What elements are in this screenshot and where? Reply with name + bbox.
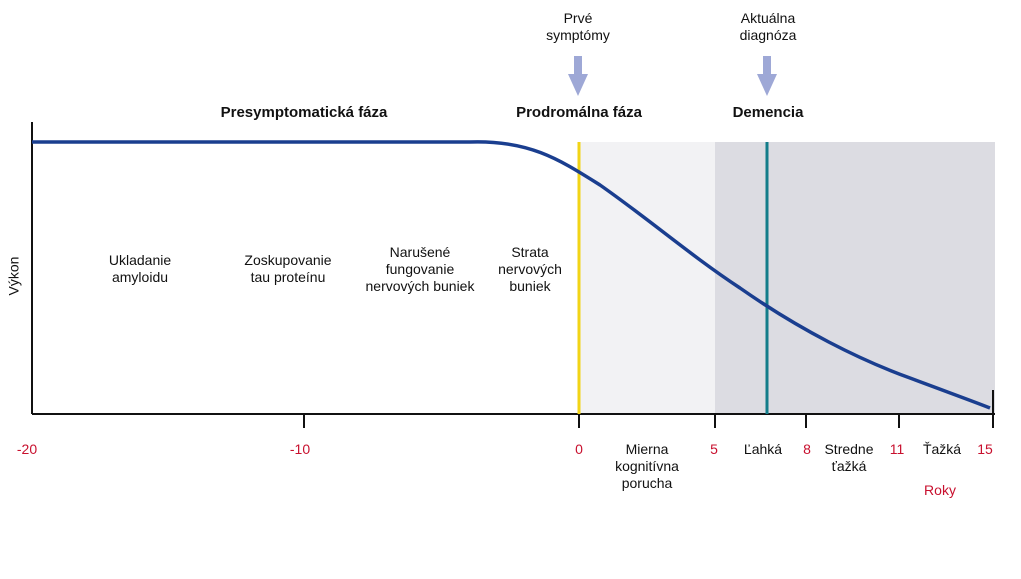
- phase-prodromal: Prodromálna fáza: [516, 104, 642, 121]
- tick-label-8: 8: [803, 441, 811, 457]
- tick-label-minus10: -10: [289, 441, 311, 457]
- stage-severe: Ťažká: [922, 441, 962, 457]
- x-axis-label: Roky: [924, 482, 956, 498]
- stage-moderate: Stredne ťažká: [824, 441, 874, 474]
- diagnosis-arrow-icon: [757, 56, 777, 96]
- tick-label-11: 11: [889, 441, 905, 457]
- process-neuron-dysfunction: Narušené fungovanie nervových buniek: [365, 244, 475, 294]
- tick-label-5: 5: [710, 441, 718, 457]
- stage-mild: Ľahká: [743, 441, 783, 457]
- first-symptoms-label: Prvé symptómy: [546, 10, 610, 43]
- current-diagnosis-label: Aktuálna diagnóza: [739, 10, 797, 43]
- first-symptoms-arrow-icon: [568, 56, 588, 96]
- stage-mild-cognitive: Mierna kognitívna porucha: [615, 441, 679, 491]
- process-amyloid: Ukladanie amyloidu: [108, 252, 172, 285]
- performance-curve: [32, 140, 991, 410]
- phase-presymptomatic: Presymptomatická fáza: [220, 104, 388, 121]
- y-axis-label: Výkon: [5, 256, 22, 296]
- process-tau: Zoskupovanie tau proteínu: [244, 252, 332, 285]
- tick-label-15: 15: [977, 441, 993, 457]
- phase-dementia: Demencia: [732, 104, 804, 121]
- tick-label-minus20: -20: [16, 441, 38, 457]
- tick-label-0: 0: [575, 441, 583, 457]
- dementia-band: [715, 142, 995, 414]
- process-neuron-loss: Strata nervových buniek: [498, 244, 562, 294]
